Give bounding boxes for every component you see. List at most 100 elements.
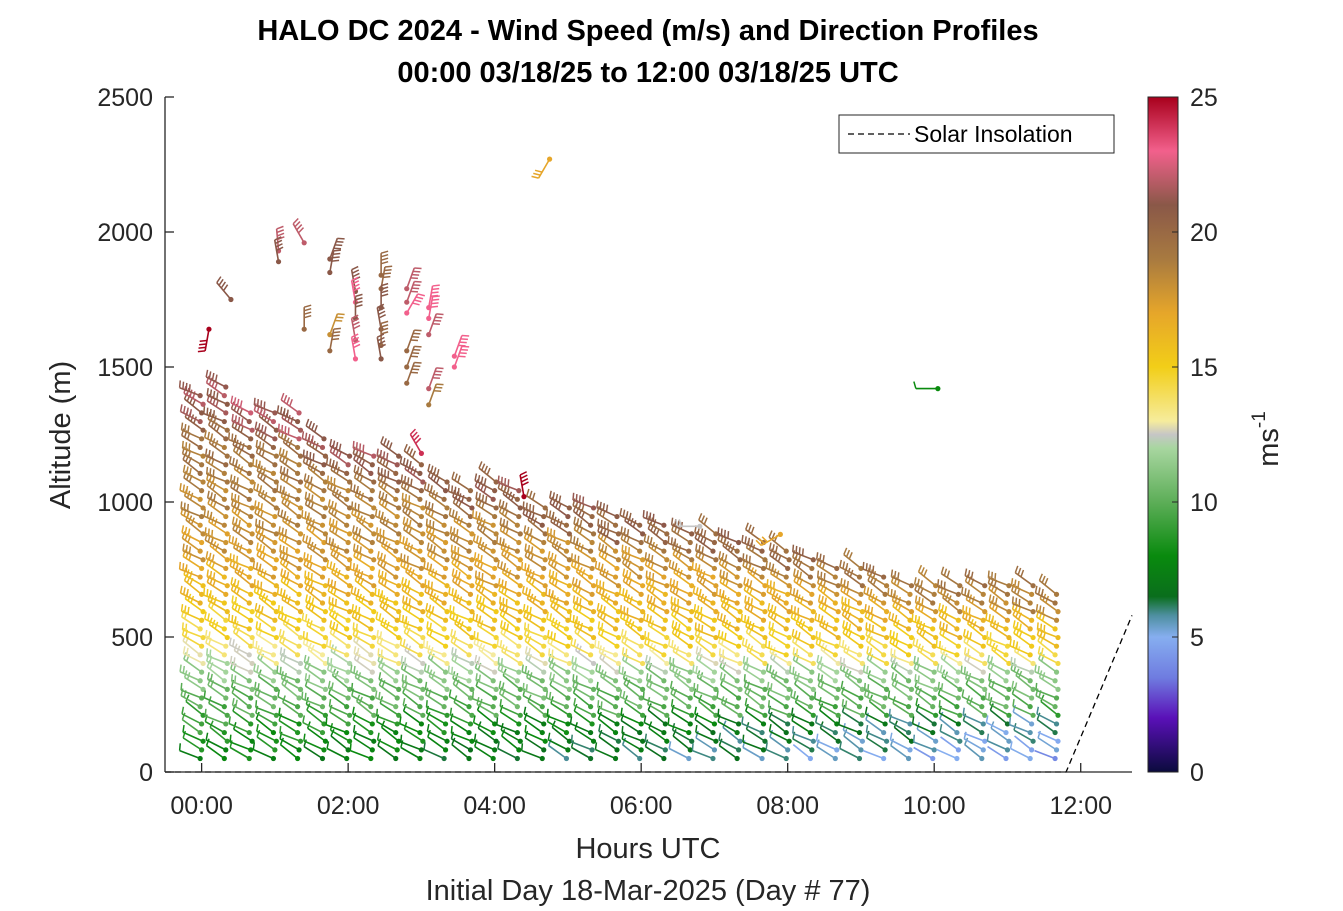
wind-barb: [619, 689, 643, 710]
wind-barb: [868, 694, 890, 718]
wind-barb: [814, 715, 838, 736]
wind-barb: [425, 700, 450, 718]
wind-barb: [843, 547, 864, 572]
wind-barb: [474, 739, 496, 762]
wind-barb: [1035, 682, 1060, 701]
wind-barb: [280, 392, 302, 416]
wind-barb: [326, 475, 351, 494]
wind-barb: [745, 703, 767, 727]
wind-barb: [497, 578, 522, 597]
wind-barb: [526, 488, 548, 511]
wind-barb: [890, 648, 915, 667]
wind-barb: [987, 660, 1009, 684]
wind-barb: [229, 740, 252, 762]
wind-barb: [574, 722, 597, 744]
wind-barb: [913, 655, 937, 675]
wind-barb: [547, 629, 571, 649]
wind-barb: [817, 594, 841, 615]
wind-barb: [767, 705, 791, 727]
wind-barb: [991, 642, 1012, 667]
wind-barb: [450, 726, 475, 744]
wind-barb: [744, 698, 768, 718]
wind-barb: [352, 724, 377, 744]
wind-barb: [1036, 622, 1061, 641]
wind-barb: [451, 737, 472, 762]
wind-barb: [523, 531, 545, 554]
wind-barb: [671, 523, 693, 546]
wind-barb: [764, 639, 789, 658]
wind-barb: [475, 497, 498, 520]
wind-barb: [720, 599, 742, 623]
wind-barb: [426, 383, 444, 408]
wind-barb: [205, 648, 230, 667]
wind-barb: [378, 250, 389, 278]
wind-barb: [839, 559, 863, 580]
wind-barb: [963, 731, 986, 753]
wind-barb: [304, 678, 327, 701]
colorbar-tick-label: 20: [1190, 219, 1218, 247]
wind-barb: [643, 612, 667, 632]
wind-barb: [351, 682, 375, 701]
wind-barb: [765, 742, 789, 762]
wind-barb: [743, 674, 768, 692]
wind-barb: [254, 602, 278, 623]
wind-barb: [475, 594, 499, 615]
wind-barb: [425, 705, 449, 727]
colorbar-gradient: [1147, 96, 1179, 773]
wind-barb: [887, 690, 912, 710]
wind-barb: [840, 578, 864, 597]
wind-barb: [472, 533, 496, 554]
wind-barb: [181, 706, 205, 727]
wind-barb: [229, 655, 254, 675]
wind-barb: [740, 613, 765, 632]
wind-barb: [842, 620, 866, 641]
wind-barb: [523, 706, 547, 727]
wind-barb: [767, 602, 791, 623]
wind-barb: [693, 609, 716, 632]
wind-barb: [205, 369, 229, 390]
wind-barb: [255, 518, 279, 537]
wind-barb: [1011, 596, 1036, 615]
wind-barb: [644, 733, 668, 753]
x-tick-label: 06:00: [610, 792, 673, 820]
wind-barb: [255, 705, 278, 727]
wind-barb: [522, 501, 547, 520]
wind-barb: [525, 652, 547, 675]
wind-barb: [695, 730, 718, 753]
wind-barb: [622, 671, 646, 692]
wind-barb: [401, 674, 426, 692]
wind-barb: [254, 500, 278, 520]
wind-barb: [377, 648, 402, 667]
wind-barb: [253, 482, 277, 502]
wind-barb: [376, 303, 386, 332]
wind-barb: [595, 663, 619, 684]
wind-barb: [427, 729, 449, 753]
wind-barb: [302, 449, 327, 468]
wind-barb: [791, 713, 813, 736]
wind-barb: [180, 422, 205, 442]
wind-barb: [278, 531, 301, 554]
wind-barb: [473, 636, 496, 658]
wind-barb: [400, 734, 425, 753]
wind-barb: [231, 413, 255, 433]
wind-barb: [698, 513, 719, 537]
wind-barb: [963, 647, 988, 667]
wind-barb: [376, 448, 400, 468]
wind-barb: [741, 534, 765, 554]
wind-barb: [278, 447, 302, 468]
wind-barb: [181, 712, 203, 736]
wind-barb: [522, 682, 547, 701]
wind-barb: [522, 603, 547, 623]
wind-barb: [643, 533, 667, 554]
wind-barb: [402, 703, 425, 727]
wind-barb: [718, 732, 742, 753]
wind-barb: [1012, 620, 1036, 641]
wind-barb: [276, 665, 301, 684]
wind-barb: [425, 518, 450, 537]
wind-barb: [376, 333, 386, 362]
wind-barb: [230, 582, 252, 606]
wind-barb: [204, 532, 227, 554]
wind-barb: [327, 313, 345, 338]
wind-barb: [668, 741, 692, 762]
wind-barb: [448, 586, 472, 606]
